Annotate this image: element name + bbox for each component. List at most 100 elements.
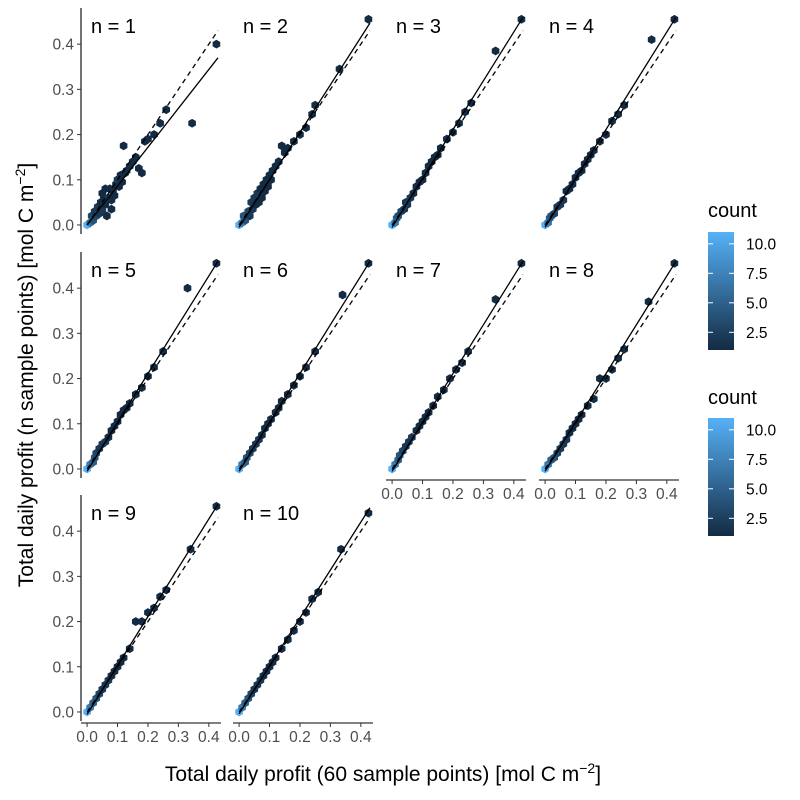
hexbin-cell: [589, 394, 598, 404]
legend-label: 5.0: [746, 481, 768, 498]
legend-label: 7.5: [746, 452, 768, 469]
x-tick-label: 0.3: [626, 486, 648, 503]
hexbin-cell: [644, 297, 653, 307]
x-tick-label: 0.3: [168, 729, 190, 746]
facet-panel: n = 2: [235, 14, 373, 230]
facet-panel: n = 3: [388, 14, 526, 230]
legend-label: 2.5: [746, 325, 768, 342]
x-tick-label: 0.4: [656, 486, 678, 503]
hexbin-cell: [458, 358, 466, 368]
hexbin-cell: [314, 587, 323, 597]
x-tick-label: 0.4: [198, 729, 220, 746]
y-tick-label: 0.0: [52, 461, 74, 478]
facet-label: n = 3: [396, 16, 441, 38]
hexbin-cell: [364, 14, 373, 24]
legend-label: 5.0: [746, 295, 768, 312]
hexbin-cell: [296, 371, 304, 381]
hexbin-cell: [408, 432, 416, 442]
facet-panel: n = 6: [235, 258, 373, 474]
legend-label: 10.0: [746, 236, 777, 253]
facet-panel: n = 4: [541, 14, 679, 230]
hexbin-cell: [491, 46, 500, 56]
facet-panel: n = 8 0.0 0.1 0.2 0.3 0.4: [534, 258, 679, 503]
facet-panel: n = 5 0.0 0.1 0.2 0.3 0.4: [52, 252, 221, 478]
x-tick-label: 0.2: [442, 486, 464, 503]
hexbin-cell: [156, 118, 164, 128]
fit-line: [86, 503, 219, 715]
y-tick-label: 0.3: [52, 569, 74, 586]
legend-colorbar: [708, 232, 734, 350]
x-tick-label: 0.4: [350, 729, 372, 746]
y-tick-label: 0.1: [52, 659, 74, 676]
x-tick-label: 0.1: [259, 729, 281, 746]
fit-line: [544, 16, 677, 228]
hexbin-cell: [119, 141, 128, 151]
x-tick-label: 0.2: [289, 729, 311, 746]
y-tick-label: 0.1: [52, 172, 74, 189]
x-tick-label: 0.3: [473, 486, 495, 503]
hexbin-cell: [162, 105, 171, 115]
count-legend-1: count 10.0 7.5 5.0 2.5: [708, 200, 777, 350]
y-tick-label: 0.0: [52, 217, 74, 234]
facet-label: n = 10: [243, 503, 299, 525]
x-axis-title: Total daily profit (60 sample points) [m…: [165, 760, 601, 786]
hexbin-cell: [144, 134, 152, 144]
facet-panel: n = 10 0.0 0.1 0.2 0.3 0.4: [228, 503, 373, 746]
y-tick-label: 0.3: [52, 82, 74, 99]
hexbin-cell: [101, 200, 110, 210]
legend-title: count: [708, 387, 757, 409]
hexbin-cell: [118, 177, 126, 187]
facet-panel: n = 1 0.0 0.1 0.2 0.3 0.4: [52, 8, 221, 234]
facet-panel: n = 7 0.0 0.1 0.2 0.3 0.4: [381, 258, 526, 503]
x-tick-label: 0.4: [503, 486, 525, 503]
hexbin-cell: [562, 435, 571, 444]
one-to-one-line: [86, 30, 219, 226]
legend-title: count: [708, 200, 757, 222]
y-tick-label: 0.2: [52, 614, 74, 631]
y-tick-label: 0.2: [52, 127, 74, 144]
x-tick-label: 0.1: [412, 486, 434, 503]
y-tick-label: 0.4: [52, 37, 74, 54]
hexbin-cell: [449, 127, 457, 137]
hexbin-cell: [364, 508, 373, 518]
y-tick-label: 0.2: [52, 371, 74, 388]
hexbin-cell: [277, 141, 286, 151]
hexbin-cell: [559, 195, 568, 205]
hexbin-cell: [302, 362, 310, 372]
hexbin-cell: [188, 118, 196, 128]
hexbin-cell: [212, 39, 221, 49]
fit-line: [391, 16, 524, 228]
fit-line: [238, 260, 371, 472]
facet-panel: n = 9 0.0 0.1 0.2 0.3 0.4 0.0 0.1 0.2 0.3 0.4: [52, 495, 221, 746]
hexbin-cell: [107, 204, 116, 214]
x-tick-label: 0.3: [320, 729, 342, 746]
x-tick-label: 0.0: [76, 729, 98, 746]
hexbin-cell: [491, 295, 500, 304]
facet-label: n = 7: [396, 260, 441, 282]
hexbin-cell: [131, 617, 140, 626]
hexbin-cell: [338, 290, 347, 300]
y-tick-label: 0.0: [52, 704, 74, 721]
facet-panels: n = 1 0.0 0.1 0.2 0.3 0.4 n = 2 n = 3 n = 4 n = 5…: [52, 8, 679, 746]
y-tick-label: 0.4: [52, 524, 74, 541]
y-tick-label: 0.3: [52, 326, 74, 343]
hexbin-cell: [311, 100, 319, 110]
hexbin-cell: [455, 118, 463, 128]
y-tick-label: 0.1: [52, 416, 74, 433]
x-tick-label: 0.1: [107, 729, 129, 746]
facet-label: n = 5: [91, 260, 136, 282]
facet-label: n = 8: [549, 260, 594, 282]
facet-label: n = 1: [91, 16, 136, 38]
fit-line: [391, 260, 524, 472]
fit-line: [86, 260, 219, 472]
count-legend-2: count 10.0 7.5 5.0 2.5: [708, 387, 777, 536]
legend-colorbar: [708, 418, 734, 536]
x-tick-label: 0.0: [534, 486, 556, 503]
facet-label: n = 6: [243, 260, 288, 282]
hexbin-cell: [150, 362, 158, 372]
legend-label: 7.5: [746, 266, 768, 283]
fit-line: [86, 57, 219, 226]
x-tick-label: 0.1: [565, 486, 587, 503]
x-tick-label: 0.0: [228, 729, 250, 746]
